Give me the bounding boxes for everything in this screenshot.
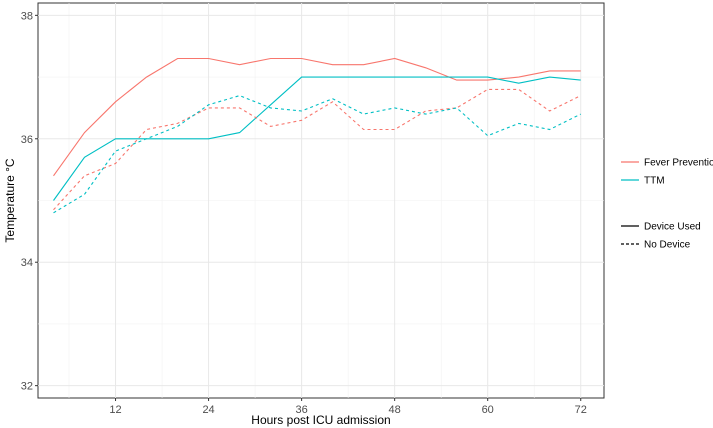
legend-group: Fever Prevention TTM <box>621 158 713 187</box>
y-tick-label: 34 <box>21 257 33 269</box>
legend-label: No Device <box>644 240 691 251</box>
x-axis-ticks: 12 24 36 48 60 72 <box>109 398 587 416</box>
legend-label: Fever Prevention <box>644 158 713 169</box>
legend-linetype: Device Used No Device <box>621 222 701 251</box>
series-line-ttm-no-device <box>53 95 581 214</box>
y-tick-label: 36 <box>21 134 33 146</box>
y-axis-title: Temperature °C <box>3 158 17 242</box>
series-lines <box>53 57 581 214</box>
y-tick-label: 38 <box>21 10 33 22</box>
x-tick-label: 72 <box>575 404 587 416</box>
series-line-ttm-device-used <box>53 76 581 201</box>
legend-label: Device Used <box>644 222 701 233</box>
y-tick-label: 32 <box>21 381 33 393</box>
series-line-fever-prevention-no-device <box>53 88 581 211</box>
x-tick-label: 12 <box>109 404 121 416</box>
x-tick-label: 24 <box>202 404 214 416</box>
x-tick-label: 36 <box>295 404 307 416</box>
grid <box>38 3 604 398</box>
x-tick-label: 48 <box>389 404 401 416</box>
series-line-fever-prevention-device-used <box>53 57 581 177</box>
x-axis-title: Hours post ICU admission <box>251 413 390 427</box>
legend-label: TTM <box>644 176 665 187</box>
x-tick-label: 60 <box>482 404 494 416</box>
y-axis-ticks: 32 34 36 38 <box>21 10 38 393</box>
